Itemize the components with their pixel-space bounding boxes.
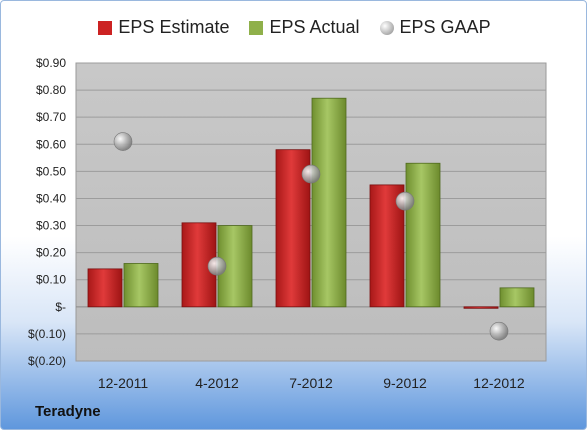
bar-eps-actual bbox=[405, 162, 441, 308]
y-tick-label: $0.50 bbox=[36, 164, 66, 178]
x-axis-categories: 12-2011 4-2012 7-2012 9-2012 12-2012 bbox=[98, 375, 525, 391]
y-axis-ticks: $0.90 $0.80 $0.70 $0.60 $0.50 $0.40 $0.30 $0.20… bbox=[28, 56, 66, 368]
legend-swatch-eps-actual bbox=[249, 20, 264, 35]
y-tick-label: $0.60 bbox=[36, 137, 66, 151]
x-category-label: 12-2012 bbox=[473, 375, 525, 391]
x-category-label: 7-2012 bbox=[289, 375, 333, 391]
marker-eps-gaap bbox=[113, 132, 133, 151]
marker-eps-gaap bbox=[301, 164, 321, 184]
legend-item-eps-actual: EPS Actual bbox=[249, 17, 360, 38]
marker-eps-gaap bbox=[489, 321, 509, 341]
y-tick-label: $0.40 bbox=[36, 191, 66, 205]
legend-label-eps-gaap: EPS GAAP bbox=[399, 17, 491, 37]
plot-area bbox=[75, 62, 547, 362]
x-category-label: 12-2011 bbox=[98, 375, 149, 391]
bar-eps-actual bbox=[123, 263, 159, 308]
grid-lines bbox=[76, 62, 546, 362]
legend-swatch-eps-estimate bbox=[98, 20, 113, 35]
y-tick-label: $0.20 bbox=[36, 246, 66, 260]
y-tick-label: $(0.10) bbox=[28, 327, 66, 341]
bar-eps-actual bbox=[499, 287, 535, 308]
x-category-label: 9-2012 bbox=[383, 375, 427, 391]
legend-label-eps-estimate: EPS Estimate bbox=[118, 17, 230, 37]
company-name: Teradyne bbox=[35, 403, 101, 420]
y-tick-label: $- bbox=[55, 300, 66, 314]
gaap-markers bbox=[113, 132, 509, 341]
y-tick-label: $0.70 bbox=[36, 110, 66, 124]
marker-eps-gaap bbox=[207, 256, 227, 276]
bar-eps-estimate bbox=[463, 306, 499, 309]
marker-eps-gaap bbox=[395, 191, 415, 211]
y-tick-label: $0.10 bbox=[36, 273, 66, 287]
bar-eps-estimate bbox=[87, 268, 123, 308]
bars bbox=[87, 97, 535, 309]
y-tick-label: $0.30 bbox=[36, 219, 66, 233]
legend-item-eps-estimate: EPS Estimate bbox=[98, 17, 229, 38]
legend-label-eps-actual: EPS Actual bbox=[269, 17, 360, 37]
y-tick-label: $0.90 bbox=[36, 56, 66, 70]
y-tick-label: $0.80 bbox=[36, 83, 66, 97]
y-tick-label: $(0.20) bbox=[28, 354, 66, 368]
legend-item-eps-gaap: EPS GAAP bbox=[379, 17, 491, 38]
chart-legend: EPS Estimate EPS Actual EPS GAAP bbox=[1, 17, 586, 38]
legend-swatch-eps-gaap bbox=[379, 20, 394, 35]
x-category-label: 4-2012 bbox=[195, 375, 239, 391]
bar-eps-actual bbox=[311, 97, 347, 308]
